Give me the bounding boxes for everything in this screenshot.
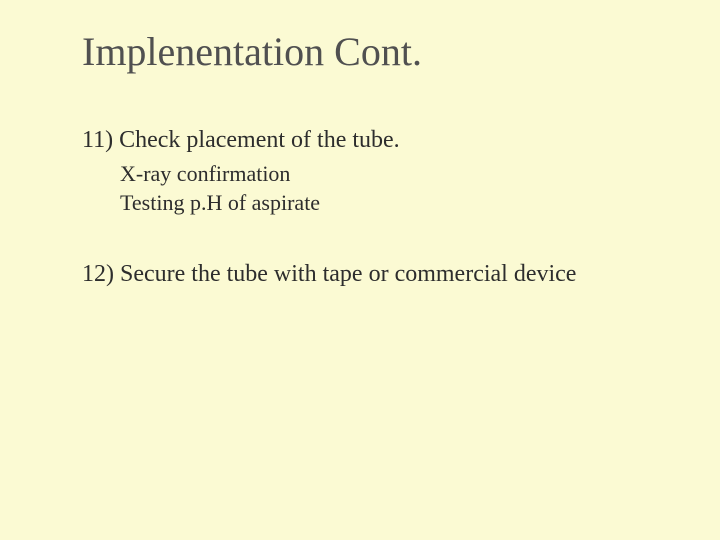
slide-title: Implenentation Cont. <box>82 28 422 75</box>
point-11-sub-1: X-ray confirmation <box>120 161 290 187</box>
point-11-sub-2: Testing p.H of aspirate <box>120 190 320 216</box>
slide: Implenentation Cont. 11) Check placement… <box>0 0 720 540</box>
point-12: 12) Secure the tube with tape or commerc… <box>82 261 576 288</box>
point-11: 11) Check placement of the tube. <box>82 127 400 154</box>
